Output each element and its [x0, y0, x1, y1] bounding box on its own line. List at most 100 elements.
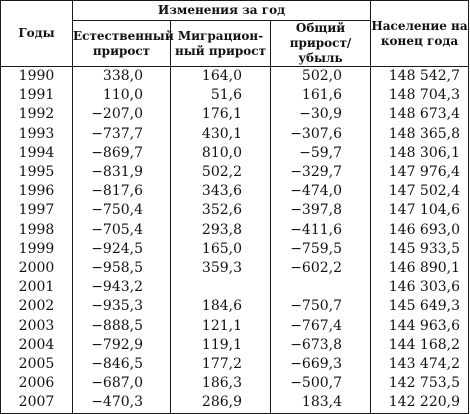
year-cell: 1991 [0, 86, 73, 106]
migration-growth-cell [170, 278, 271, 298]
total-change-cell: −750,7 [269, 297, 372, 317]
year-cell: 1990 [0, 66, 73, 87]
natural-growth-cell: 338,0 [72, 66, 171, 87]
population-cell: 147 104,6 [370, 201, 470, 221]
table-header: Годы Изменения за год Население на конец… [0, 0, 470, 67]
migration-growth-cell: 502,2 [170, 163, 271, 183]
table-row: 1995 −831,9 502,2 −329,7 147 976,4 [0, 163, 470, 183]
migration-growth-cell: 165,0 [170, 239, 271, 260]
table-row: 2005 −846,5 177,2 −669,3 143 474,2 [0, 355, 470, 375]
year-cell: 1992 [0, 105, 73, 125]
migration-growth-cell: 177,2 [170, 355, 271, 375]
population-cell: 146 890,1 [370, 259, 470, 279]
table-row: 2000 −958,5 359,3 −602,2 146 890,1 [0, 259, 470, 279]
migration-growth-cell: 293,8 [170, 220, 271, 240]
table-row: 1994 −869,7 810,0 −59,7 148 306,1 [0, 143, 470, 164]
total-change-cell: −669,3 [269, 355, 372, 375]
total-change-cell: −767,4 [269, 316, 372, 336]
header-years: Годы [0, 0, 73, 67]
population-cell: 144 168,2 [370, 335, 470, 356]
year-cell: 1994 [0, 143, 73, 164]
total-change-cell: −474,0 [269, 182, 372, 202]
population-cell: 147 502,4 [370, 182, 470, 202]
year-cell: 1993 [0, 124, 73, 144]
migration-growth-cell: 186,3 [170, 374, 271, 394]
table-row: 2007 −470,3 286,9 183,4 142 220,9 [0, 393, 470, 414]
natural-growth-cell: −470,3 [72, 393, 171, 414]
total-change-cell: −329,7 [269, 163, 372, 183]
natural-growth-cell: −958,5 [72, 259, 171, 279]
migration-growth-cell: 176,1 [170, 105, 271, 125]
header-migration-growth: Миграцион-ный прирост [170, 20, 271, 67]
total-change-cell: −759,5 [269, 239, 372, 260]
migration-growth-cell: 184,6 [170, 297, 271, 317]
population-cell: 143 474,2 [370, 355, 470, 375]
table-row: 2003 −888,5 121,1 −767,4 144 963,6 [0, 316, 470, 336]
year-cell: 2006 [0, 374, 73, 394]
table-row: 2004 −792,9 119,1 −673,8 144 168,2 [0, 335, 470, 356]
year-cell: 2004 [0, 335, 73, 356]
year-cell: 1997 [0, 201, 73, 221]
population-cell: 146 303,6 [370, 278, 470, 298]
population-cell: 147 976,4 [370, 163, 470, 183]
total-change-cell: 502,0 [269, 66, 372, 87]
year-cell: 1999 [0, 239, 73, 260]
natural-growth-cell: −846,5 [72, 355, 171, 375]
population-cell: 146 693,0 [370, 220, 470, 240]
migration-growth-cell: 343,6 [170, 182, 271, 202]
population-cell: 145 933,5 [370, 239, 470, 260]
table-row: 1996 −817,6 343,6 −474,0 147 502,4 [0, 182, 470, 202]
migration-growth-cell: 119,1 [170, 335, 271, 356]
header-population: Население на конец года [370, 0, 470, 67]
year-cell: 2002 [0, 297, 73, 317]
population-cell: 148 306,1 [370, 143, 470, 164]
table-row: 2001 −943,2 146 303,6 [0, 278, 470, 298]
total-change-cell: −30,9 [269, 105, 372, 125]
population-cell: 148 673,4 [370, 105, 470, 125]
total-change-cell: −602,2 [269, 259, 372, 279]
table-row: 1998 −705,4 293,8 −411,6 146 693,0 [0, 220, 470, 240]
table-row: 1991 110,0 51,6 161,6 148 704,3 [0, 86, 470, 106]
natural-growth-cell: −207,0 [72, 105, 171, 125]
header-change-group: Изменения за год [71, 0, 372, 21]
natural-growth-cell: −924,5 [72, 239, 171, 260]
natural-growth-cell: −888,5 [72, 316, 171, 336]
natural-growth-cell: −869,7 [72, 143, 171, 164]
total-change-cell: 183,4 [269, 393, 372, 414]
natural-growth-cell: −817,6 [72, 182, 171, 202]
year-cell: 2000 [0, 259, 73, 279]
migration-growth-cell: 51,6 [170, 86, 271, 106]
population-cell: 148 704,3 [370, 86, 470, 106]
table-row: 2006 −687,0 186,3 −500,7 142 753,5 [0, 374, 470, 394]
population-cell: 142 220,9 [370, 393, 470, 414]
year-cell: 1996 [0, 182, 73, 202]
natural-growth-cell: −943,2 [72, 278, 171, 298]
total-change-cell: −397,8 [269, 201, 372, 221]
natural-growth-cell: −935,3 [72, 297, 171, 317]
population-cell: 145 649,3 [370, 297, 470, 317]
natural-growth-cell: −737,7 [72, 124, 171, 144]
table-row: 2002 −935,3 184,6 −750,7 145 649,3 [0, 297, 470, 317]
year-cell: 2005 [0, 355, 73, 375]
natural-growth-cell: −750,4 [72, 201, 171, 221]
total-change-cell: −673,8 [269, 335, 372, 356]
table-row: 1992 −207,0 176,1 −30,9 148 673,4 [0, 105, 470, 125]
table-row: 1993 −737,7 430,1 −307,6 148 365,8 [0, 124, 470, 144]
year-cell: 2001 [0, 278, 73, 298]
total-change-cell [269, 278, 372, 298]
header-total-change: Общий прирост/убыль [269, 20, 372, 67]
total-change-cell: −307,6 [269, 124, 372, 144]
migration-growth-cell: 359,3 [170, 259, 271, 279]
population-cell: 148 542,7 [370, 66, 470, 87]
migration-growth-cell: 286,9 [170, 393, 271, 414]
total-change-cell: −500,7 [269, 374, 372, 394]
total-change-cell: −411,6 [269, 220, 372, 240]
header-natural-growth: Естественный прирост [72, 20, 174, 67]
year-cell: 1995 [0, 163, 73, 183]
migration-growth-cell: 121,1 [170, 316, 271, 336]
migration-growth-cell: 352,6 [170, 201, 271, 221]
table-row: 1990 338,0 164,0 502,0 148 542,7 [0, 66, 470, 87]
natural-growth-cell: 110,0 [72, 86, 171, 106]
migration-growth-cell: 810,0 [170, 143, 271, 164]
